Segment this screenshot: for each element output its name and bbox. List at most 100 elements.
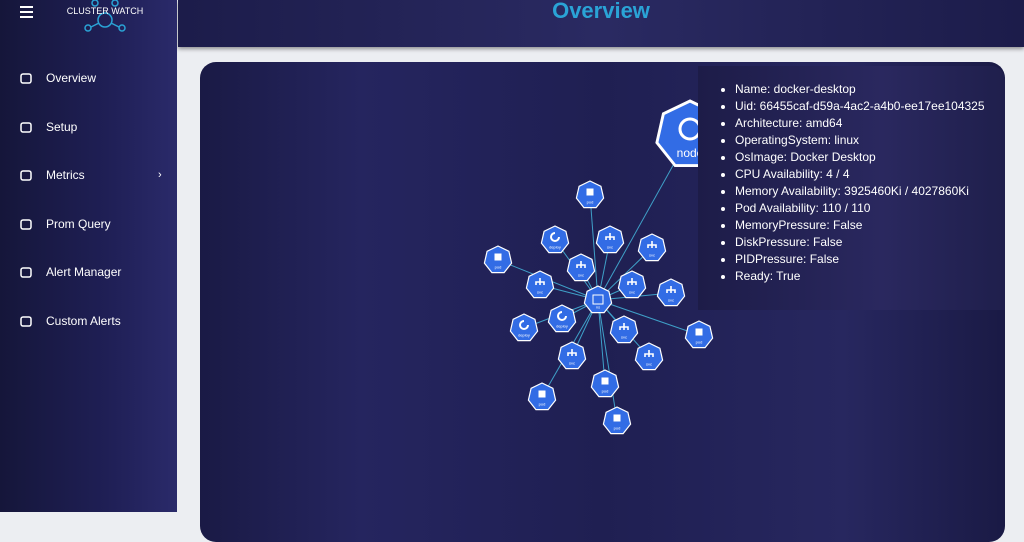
nav-item[interactable]: Prom Query — [0, 209, 177, 239]
node-label: pod — [602, 389, 609, 394]
node-shape — [583, 285, 613, 314]
icon-shape — [20, 170, 32, 181]
tooltip-item: Architecture: amd64 — [735, 116, 1005, 133]
node-label: svc — [569, 361, 575, 366]
node-icon — [494, 253, 502, 261]
node-icon — [627, 278, 637, 285]
node-label: svc — [649, 253, 655, 258]
icon-shape — [20, 219, 32, 230]
tooltip-item: CPU Availability: 4 / 4 — [735, 167, 1005, 184]
graph-node[interactable]: svc — [617, 270, 647, 299]
nav-label: Custom Alerts — [46, 314, 121, 328]
tooltip-item: Uid: 66455caf-d59a-4ac2-a4b0-ee17ee10432… — [735, 99, 1005, 116]
node-label: deploy — [549, 245, 561, 250]
icon-shape — [20, 73, 32, 84]
graph-node[interactable]: pod — [527, 382, 557, 411]
nav-item[interactable]: Overview — [0, 63, 177, 93]
tooltip-item: Memory Availability: 3925460Ki / 4027860… — [735, 184, 1005, 201]
node-label: svc — [578, 273, 584, 278]
sidebar-top: CLUSTER WATCH — [20, 0, 144, 32]
graph-node[interactable]: pod — [590, 369, 620, 398]
nav-label: Overview — [46, 71, 97, 85]
node-label: pod — [587, 200, 594, 205]
graph-node[interactable]: pod — [684, 320, 714, 349]
graph-node[interactable]: svc — [637, 233, 667, 262]
icon-shape — [20, 122, 32, 133]
graph-node[interactable]: svc — [595, 225, 625, 254]
nav-label: Alert Manager — [46, 265, 122, 279]
graph-node[interactable]: pod — [602, 406, 632, 435]
nav-item[interactable]: Metrics › — [0, 160, 177, 190]
nav-icon — [20, 267, 32, 278]
node-icon — [519, 320, 529, 330]
graph-node[interactable]: ns — [583, 285, 613, 314]
tooltip-item: MemoryPressure: False — [735, 218, 1005, 235]
node-label: svc — [629, 290, 635, 295]
nav-label: Setup — [46, 120, 78, 134]
node-icon — [644, 350, 654, 357]
node-label: svc — [668, 298, 674, 303]
icon-shape — [20, 316, 32, 327]
node-label: ns — [596, 305, 600, 310]
edge — [589, 194, 599, 301]
graph-node[interactable]: deploy — [540, 225, 570, 254]
node-icon — [666, 286, 676, 293]
node-icon — [557, 311, 567, 321]
node-label: svc — [621, 335, 627, 340]
page-title: Overview — [552, 0, 650, 23]
header: Overview — [178, 0, 1024, 47]
nav-icon — [20, 219, 32, 230]
edge — [597, 299, 618, 422]
node-label: svc — [646, 362, 652, 367]
tooltip-item: PIDPressure: False — [735, 252, 1005, 269]
graph-node[interactable]: svc — [525, 270, 555, 299]
node-tooltip: Name: docker-desktopUid: 66455caf-d59a-4… — [698, 66, 1005, 310]
node-label: node — [677, 146, 704, 160]
node-label: pod — [614, 426, 621, 431]
node-label: svc — [607, 245, 613, 250]
node-icon — [538, 390, 546, 398]
node-icon — [605, 233, 615, 240]
tooltip-item: OsImage: Docker Desktop — [735, 150, 1005, 167]
logo-text: CLUSTER WATCH — [67, 6, 144, 16]
chevron: › — [158, 169, 162, 181]
graph-node[interactable]: svc — [557, 341, 587, 370]
node-icon — [567, 349, 577, 356]
graph-node[interactable]: deploy — [547, 304, 577, 333]
nav-icon — [20, 122, 32, 133]
tooltip-item: DiskPressure: False — [735, 235, 1005, 252]
node-icon — [576, 261, 586, 268]
node-icon — [613, 414, 621, 422]
tooltip-item: Pod Availability: 110 / 110 — [735, 201, 1005, 218]
graph-node[interactable]: svc — [656, 278, 686, 307]
sidebar: CLUSTER WATCH Overview Setup Metrics › Prom … — [0, 0, 177, 512]
node-label: deploy — [518, 333, 530, 338]
graph-node[interactable]: svc — [566, 253, 596, 282]
node-label: pod — [696, 340, 703, 345]
graph-node[interactable]: pod — [483, 245, 513, 274]
nav-item[interactable]: Setup — [0, 112, 177, 142]
node-icon — [695, 328, 703, 336]
node-label: pod — [495, 265, 502, 270]
node-shape — [547, 304, 577, 333]
node-label: pod — [539, 402, 546, 407]
node-icon — [647, 241, 657, 248]
edge — [597, 299, 700, 336]
tooltip-item: Ready: True — [735, 269, 1005, 286]
graph-node[interactable]: pod — [575, 180, 605, 209]
tooltip-item: Name: docker-desktop — [735, 82, 1005, 99]
nav-icon — [20, 316, 32, 327]
nav-item[interactable]: Custom Alerts — [0, 306, 177, 336]
nav-item[interactable]: Alert Manager — [0, 257, 177, 287]
nav-label: Metrics — [46, 168, 85, 182]
graph-node[interactable]: svc — [634, 342, 664, 371]
node-icon — [592, 294, 604, 305]
node-icon — [619, 323, 629, 330]
menu-button[interactable] — [20, 6, 33, 18]
graph-node[interactable]: svc — [609, 315, 639, 344]
node-icon — [586, 188, 594, 196]
node-shape — [509, 313, 539, 342]
node-shape — [540, 225, 570, 254]
graph-node[interactable]: deploy — [509, 313, 539, 342]
nav-label: Prom Query — [46, 217, 111, 231]
